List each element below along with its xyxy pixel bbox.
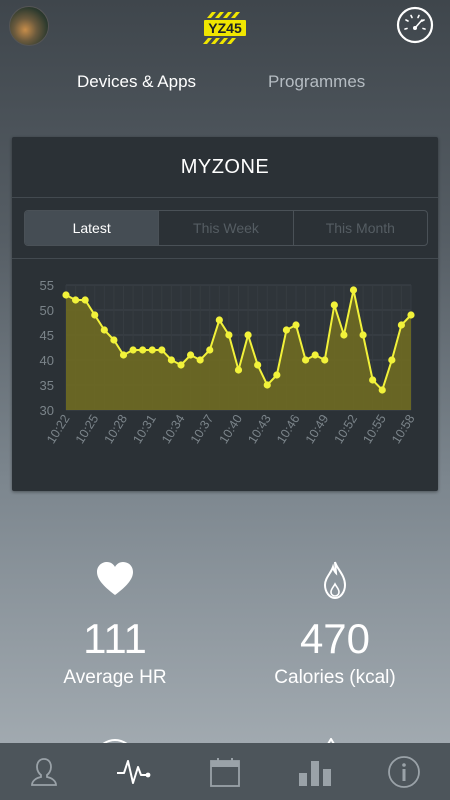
data-point xyxy=(71,296,80,304)
data-point xyxy=(225,331,233,339)
x-tick-label: 10:49 xyxy=(303,412,331,446)
gauge-icon[interactable] xyxy=(396,6,434,44)
flame-icon xyxy=(323,561,347,600)
data-point xyxy=(244,331,252,339)
logo-text: YZ45 xyxy=(208,20,242,36)
data-point xyxy=(62,291,70,299)
data-point xyxy=(273,371,281,379)
card-title: MYZONE xyxy=(180,156,270,178)
tab-bar: Devices & Apps Programmes xyxy=(0,72,450,96)
data-point xyxy=(349,286,358,294)
average-hr-label: Average HR xyxy=(63,667,167,688)
card-divider xyxy=(12,197,438,198)
next-row-icons xyxy=(102,738,335,744)
y-tick-label: 35 xyxy=(40,378,54,393)
nav-profile[interactable] xyxy=(24,753,64,791)
series-area xyxy=(66,290,411,410)
y-tick-label: 40 xyxy=(40,353,54,368)
data-point xyxy=(81,296,89,304)
top-bar: YZ45 xyxy=(0,0,450,54)
x-tick-label: 10:34 xyxy=(159,412,187,446)
calories-label: Calories (kcal) xyxy=(274,667,396,688)
data-point xyxy=(91,311,99,319)
y-tick-label: 30 xyxy=(40,403,54,418)
data-point xyxy=(254,361,262,369)
segment-this-week[interactable]: This Week xyxy=(159,211,294,245)
nav-activity[interactable] xyxy=(114,753,154,791)
data-point xyxy=(167,356,176,364)
x-tick-label: 10:52 xyxy=(332,412,360,446)
tab-programmes[interactable]: Programmes xyxy=(268,72,366,91)
x-tick-label: 10:25 xyxy=(73,412,101,446)
data-point xyxy=(196,356,204,364)
bar-chart-icon xyxy=(299,761,331,786)
data-point xyxy=(186,351,195,359)
y-tick-label: 55 xyxy=(40,278,54,293)
data-point xyxy=(139,346,147,354)
data-point xyxy=(330,301,338,309)
data-point xyxy=(177,361,185,369)
heartbeat-icon xyxy=(117,760,151,784)
calories-value: 470 xyxy=(299,615,371,662)
card-divider-2 xyxy=(12,258,438,259)
data-point xyxy=(129,346,137,354)
data-point xyxy=(282,326,291,334)
data-point xyxy=(119,351,128,359)
data-point xyxy=(158,346,166,354)
nav-calendar[interactable] xyxy=(205,753,245,791)
data-point xyxy=(321,356,329,364)
x-tick-label: 10:28 xyxy=(102,412,130,446)
segment-this-month[interactable]: This Month xyxy=(325,220,395,236)
data-point xyxy=(110,336,118,344)
segment-latest[interactable]: Latest xyxy=(25,211,160,245)
data-point xyxy=(301,356,310,364)
x-tick-label: 10:40 xyxy=(217,412,245,446)
bottom-nav xyxy=(0,743,450,800)
tab-devices-apps[interactable]: Devices & Apps xyxy=(77,72,197,91)
heart-icon xyxy=(97,562,133,595)
data-point xyxy=(206,346,214,354)
data-point xyxy=(340,331,348,339)
average-hr-value: 111 xyxy=(83,615,147,662)
data-point xyxy=(407,311,415,319)
data-point xyxy=(263,381,271,389)
data-point xyxy=(388,356,396,364)
data-point xyxy=(234,366,243,374)
y-tick-label: 45 xyxy=(40,328,54,343)
stat-average-hr: 111 Average HR xyxy=(15,560,215,689)
profile-icon xyxy=(31,758,57,786)
x-tick-label: 10:43 xyxy=(245,412,273,446)
nav-stats[interactable] xyxy=(295,753,335,791)
info-icon xyxy=(388,756,420,788)
data-point xyxy=(397,321,406,329)
data-point xyxy=(100,326,108,334)
data-point xyxy=(311,351,319,359)
nav-info[interactable] xyxy=(384,753,424,791)
calendar-icon xyxy=(210,758,240,787)
x-tick-label: 10:31 xyxy=(130,412,158,446)
x-tick-label: 10:55 xyxy=(360,412,388,446)
stat-calories: 470 Calories (kcal) xyxy=(235,560,435,689)
period-selector: Latest This Week This Month xyxy=(24,210,428,246)
data-point xyxy=(215,316,223,324)
data-point xyxy=(292,321,300,329)
myzone-logo: YZ45 xyxy=(203,12,246,44)
x-tick-label: 10:46 xyxy=(274,412,302,446)
data-point xyxy=(378,386,386,394)
myzone-card: MYZONE Latest This Week This Month 30 35 4… xyxy=(12,137,438,491)
x-tick-label: 10:37 xyxy=(188,412,216,446)
x-tick-label: 10:58 xyxy=(389,412,417,446)
data-point xyxy=(369,376,377,384)
y-tick-label: 50 xyxy=(40,303,54,318)
data-point xyxy=(148,346,156,354)
avatar[interactable] xyxy=(9,6,49,46)
data-point xyxy=(359,331,367,339)
